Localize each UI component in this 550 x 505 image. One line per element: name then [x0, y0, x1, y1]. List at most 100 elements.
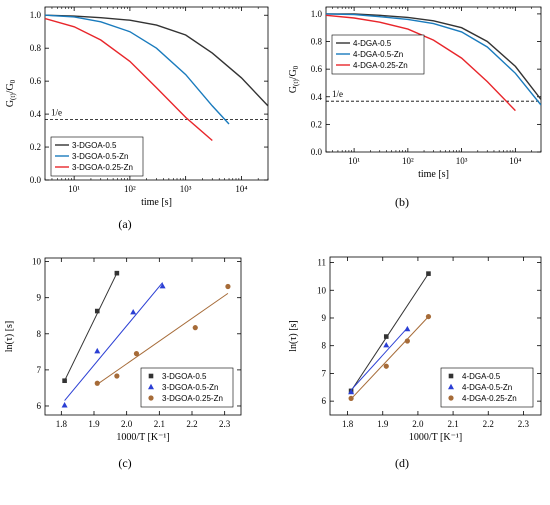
data-point	[133, 351, 140, 357]
y-tick-label: 8	[322, 341, 327, 351]
x-tick-label: 2.0	[412, 419, 424, 429]
y-tick-label: 0.6	[30, 76, 42, 86]
x-tick-label: 2.2	[186, 419, 197, 429]
panel-label: (d)	[395, 456, 409, 470]
x-tick-label: 10¹	[348, 156, 360, 166]
data-point	[62, 378, 67, 384]
data-point	[159, 282, 166, 289]
y-tick-label: 7	[322, 368, 327, 378]
data-point	[348, 395, 354, 401]
y-tick-label: 0.0	[311, 147, 323, 157]
y-tick-label: 10	[32, 257, 42, 267]
legend: 4-DGA-0.5 4-DGA-0.5-Zn 4-DGA-0.25-Zn	[331, 34, 425, 75]
y-axis-label-part: (t)	[9, 93, 17, 100]
data-point	[94, 347, 101, 354]
y-tick-label: 1.0	[311, 9, 323, 19]
legend-label: 3-DGOA-0.5	[162, 372, 207, 381]
legend-item: 3-DGOA-0.25-Zn	[55, 163, 133, 172]
x-tick-label: 10³	[456, 156, 468, 166]
y-tick-label: 0.2	[30, 142, 41, 152]
y-tick-label: 8	[37, 329, 42, 339]
x-tick-label: 10¹	[68, 184, 80, 194]
y-tick-label: 0.6	[311, 64, 323, 74]
legend-item: 3-DGOA-0.5-Zn	[148, 383, 218, 392]
series-line	[45, 14, 230, 125]
data-point	[192, 325, 198, 331]
x-tick-label: 10⁴	[235, 184, 247, 194]
series-line	[326, 13, 541, 106]
legend-label: 3-DGOA-0.25-Zn	[72, 163, 133, 172]
y-axis-label-part: 0	[9, 79, 17, 83]
legend-label: 4-DGA-0.5-Zn	[462, 383, 512, 392]
y-tick-label: 0.4	[311, 92, 323, 102]
data-point	[225, 283, 231, 290]
panel-c: 1.8 1.9 2.0 2.1 2.2 2.3 6 7 8 9 10 1000/T [K⁻¹] ln(τ…	[4, 257, 242, 470]
legend-label: 4-DGA-0.25-Zn	[353, 61, 408, 70]
legend-item: 4-DGA-0.25-Zn	[336, 61, 408, 70]
x-tick-label: 2.0	[121, 419, 133, 429]
plot-frame	[44, 257, 242, 416]
y-tick-label: 0.0	[30, 175, 42, 185]
y-axis-label-part: /G	[288, 69, 299, 79]
y-tick-label: 0.2	[311, 119, 322, 129]
y-axis-label-part: (t)	[292, 79, 300, 86]
series-line	[45, 14, 268, 107]
legend-label: 4-DGA-0.5-Zn	[353, 50, 403, 59]
x-tick-label: 2.2	[483, 419, 494, 429]
legend-label: 4-DGA-0.5	[462, 372, 501, 381]
data-point	[114, 373, 120, 379]
legend-marker	[448, 395, 454, 401]
legend-label: 4-DGA-0.25-Zn	[462, 394, 517, 403]
x-axis-label: 1000/T [K⁻¹]	[116, 432, 169, 443]
y-tick-label: 0.4	[30, 109, 42, 119]
fit-line	[96, 292, 229, 385]
y-axis-label: G(t)/G0	[5, 79, 17, 107]
x-tick-label: 1.8	[56, 419, 68, 429]
data-point	[383, 341, 390, 348]
legend-item: 3-DGOA-0.25-Zn	[148, 394, 223, 403]
y-tick-label: 11	[317, 258, 326, 268]
legend-marker	[148, 383, 154, 390]
legend-item: 4-DGA-0.5-Zn	[336, 50, 403, 59]
data-point	[425, 313, 432, 320]
x-tick-label: 10²	[124, 184, 136, 194]
y-tick-label: 7	[37, 365, 42, 375]
legend-item: 4-DGA-0.5	[448, 372, 501, 381]
plot-frame	[329, 256, 542, 416]
reference-line-label: 1/e	[332, 89, 343, 99]
y-tick-label: 10	[317, 285, 327, 295]
data-point	[94, 380, 100, 386]
fit-line	[350, 327, 408, 391]
series-line	[326, 13, 541, 100]
x-axis-label: 1000/T [K⁻¹]	[409, 432, 462, 443]
data-point	[94, 308, 100, 314]
legend-label: 4-DGA-0.5	[353, 39, 392, 48]
fit-line	[350, 273, 429, 392]
fit-line	[64, 272, 118, 381]
data-point	[114, 270, 120, 276]
data-point	[383, 363, 389, 369]
y-axis-label: G(t)/G0	[288, 65, 300, 93]
legend-label: 3-DGOA-0.5-Zn	[162, 383, 218, 392]
fit-line	[64, 282, 163, 401]
y-tick-label: 9	[322, 313, 327, 323]
legend-label: 3-DGOA-0.25-Zn	[162, 394, 223, 403]
legend: 3-DGOA-0.5 3-DGOA-0.5-Zn 3-DGOA-0.25-Zn	[140, 367, 234, 408]
y-axis-label-part: 0	[292, 65, 300, 69]
data-point	[383, 334, 389, 339]
x-tick-label: 1.8	[342, 419, 354, 429]
y-tick-label: 6	[322, 396, 327, 406]
x-axis-label: time [s]	[418, 169, 449, 180]
x-tick-label: 2.3	[518, 419, 530, 429]
x-tick-label: 10³	[180, 184, 192, 194]
y-tick-label: 1.0	[30, 10, 42, 20]
data-point	[130, 308, 137, 315]
panel-d: 1.8 1.9 2.0 2.1 2.2 2.3 6 7 8 9 10 11 1000/T [K⁻¹] ln…	[288, 256, 542, 470]
plot-frame	[325, 6, 542, 153]
y-tick-label: 9	[37, 293, 42, 303]
data-point	[61, 402, 68, 408]
data-point	[404, 325, 411, 332]
legend-item: 3-DGOA-0.5-Zn	[55, 152, 128, 161]
